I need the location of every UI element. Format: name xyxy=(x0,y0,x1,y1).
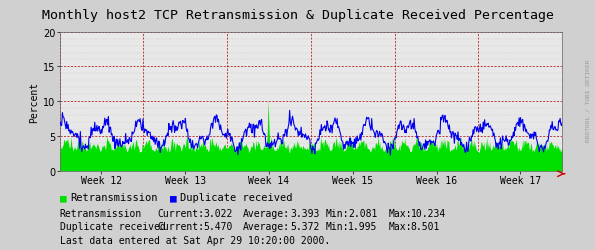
Text: 8.501: 8.501 xyxy=(411,221,440,231)
Text: Retransmission: Retransmission xyxy=(60,208,142,218)
Text: 5.470: 5.470 xyxy=(203,221,233,231)
Y-axis label: Percent: Percent xyxy=(29,82,39,122)
Text: ■: ■ xyxy=(170,192,176,202)
Text: 1.995: 1.995 xyxy=(348,221,377,231)
Text: Min:: Min: xyxy=(326,208,349,218)
Text: Current:: Current: xyxy=(158,221,205,231)
Text: 5.372: 5.372 xyxy=(290,221,320,231)
Text: 2.081: 2.081 xyxy=(348,208,377,218)
Text: Current:: Current: xyxy=(158,208,205,218)
Text: Average:: Average: xyxy=(243,221,290,231)
Text: 3.022: 3.022 xyxy=(203,208,233,218)
Text: Duplicate received: Duplicate received xyxy=(180,192,293,202)
Text: Last data entered at Sat Apr 29 10:20:00 2000.: Last data entered at Sat Apr 29 10:20:00… xyxy=(60,236,330,246)
Text: Duplicate received: Duplicate received xyxy=(60,221,165,231)
Text: Max:: Max: xyxy=(389,221,412,231)
Text: 3.393: 3.393 xyxy=(290,208,320,218)
Text: Min:: Min: xyxy=(326,221,349,231)
Text: ■: ■ xyxy=(60,192,66,202)
Text: Max:: Max: xyxy=(389,208,412,218)
Text: Average:: Average: xyxy=(243,208,290,218)
Text: Monthly host2 TCP Retransmission & Duplicate Received Percentage: Monthly host2 TCP Retransmission & Dupli… xyxy=(42,9,553,22)
Text: Retransmission: Retransmission xyxy=(70,192,158,202)
Text: RRDTOOL / TOBI OETIKER: RRDTOOL / TOBI OETIKER xyxy=(585,59,590,141)
Text: 10.234: 10.234 xyxy=(411,208,446,218)
